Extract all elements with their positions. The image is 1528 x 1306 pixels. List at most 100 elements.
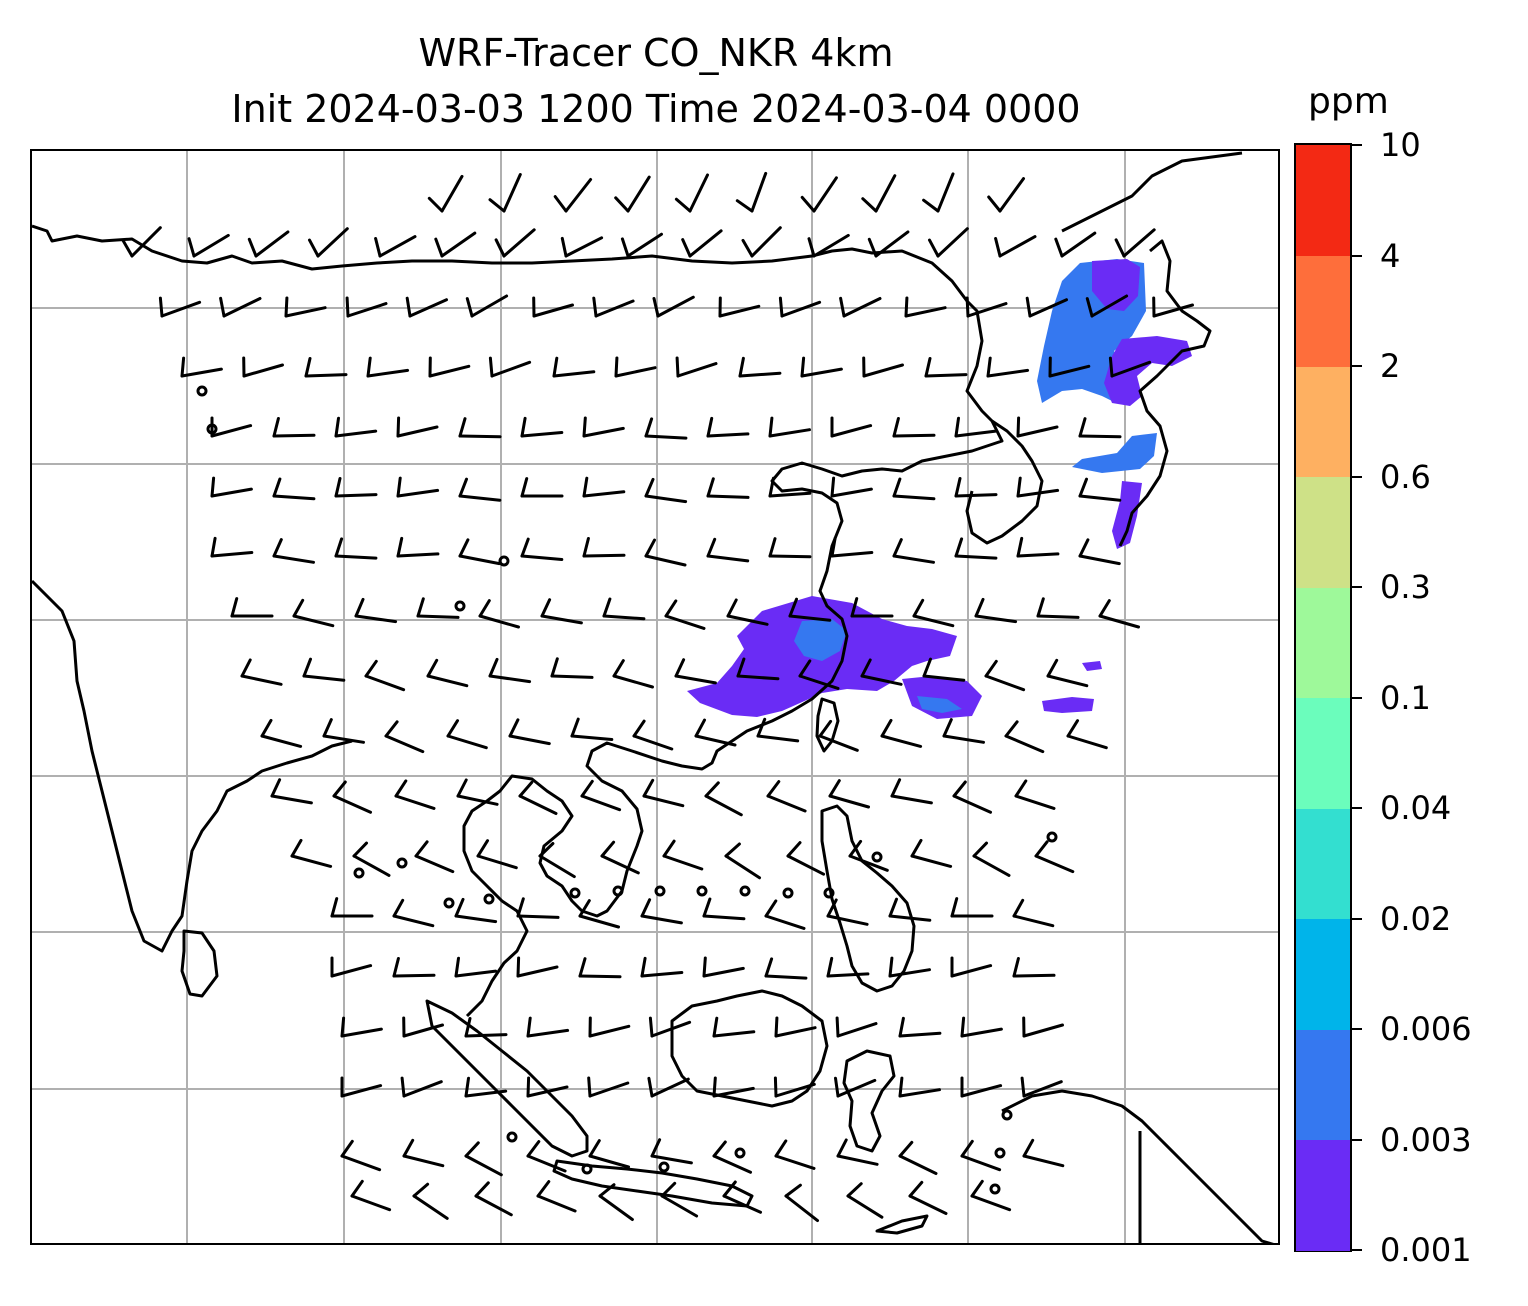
wind-barb [292,614,335,628]
wind-barb-feather [834,1076,840,1098]
wind-barb [842,297,882,318]
calm-wind-circle [569,887,581,899]
wind-barb-feather [400,1076,406,1098]
wind-barb-feather [396,416,401,438]
colorbar-tick-label: 0.6 [1380,457,1431,496]
wind-barb [650,1154,693,1165]
calm-wind-circle [581,1163,593,1175]
coastline-korea [965,419,1044,545]
wind-barb [774,1082,816,1098]
wind-barb [1098,614,1140,629]
wind-barb-feather [908,1180,924,1198]
wind-barb [366,368,410,378]
wind-barb [302,674,346,682]
plume-japan-south [1072,433,1157,473]
wind-barb-feather [892,477,902,498]
wind-barb-feather [394,779,408,798]
wind-barb [340,1154,382,1172]
wind-barb-feather [374,237,382,258]
coastline-arabia [32,224,1004,1018]
wind-barb-feather [954,477,962,498]
wind-barb [764,914,806,930]
wind-barb-feather [322,718,333,738]
wind-barb [632,734,674,751]
wind-barb [718,304,761,318]
plume-china-core [794,619,847,661]
wind-barb-feather [330,897,339,918]
wind-barb [888,968,931,978]
wind-barb [602,614,646,621]
wind-barb-feather [582,416,587,438]
colorbar-tick-label: 0.006 [1380,1010,1472,1048]
wind-barb-feather [778,296,784,318]
colorbar-tick-label: 0.001 [1380,1231,1472,1269]
wind-barb [458,494,502,502]
wind-barb-feather [904,296,909,318]
wind-barb-feather [888,897,898,918]
wind-barb [1090,294,1129,318]
wind-barb [346,302,388,318]
wind-barb-feather [270,778,282,798]
wind-barb-feather [560,236,568,258]
wind-barb [650,1020,692,1038]
wind-barb-feather [846,1182,863,1198]
wind-barb [660,1194,699,1218]
wind-barb-feather [910,838,923,858]
wind-barb [440,231,477,258]
wind-barb [736,674,780,681]
wind-barb [428,364,471,378]
wind-barb-feather [478,599,491,618]
wind-barb-feather [587,1076,592,1098]
wind-barb-feather [828,779,841,798]
wind-barb-feather [644,477,655,498]
wind-barb [1016,552,1060,558]
coastline-timor [875,1214,929,1235]
colorbar-tick-label: 0.3 [1380,568,1431,606]
wind-barb [702,914,746,921]
colorbar-tick [1352,696,1362,699]
wind-barb [1004,734,1045,754]
tracer-plumes [687,259,1192,719]
wind-barb [396,488,440,498]
wind-barb-feather [458,477,468,498]
wind-barb-feather [364,659,378,678]
wind-barb [722,1194,762,1214]
wind-barb [892,494,936,501]
wind-barb-feather [712,1076,717,1098]
wind-barb-feather [1066,719,1079,738]
wind-barb [508,734,551,746]
wind-barb [846,1194,884,1219]
wind-barb [526,1028,570,1038]
colorbar-unit-label: ppm [1308,81,1389,122]
wind-barb [414,854,455,874]
wind-barb [130,226,162,258]
wind-barb-feather [768,537,777,558]
wind-barb [712,1030,756,1038]
wind-barb [880,734,923,748]
map-panel[interactable] [30,149,1280,1245]
wind-barb-feather [526,1140,541,1158]
wind-barb-feather [952,780,967,798]
wind-barb-feather [860,658,872,678]
wind-barb [780,300,822,318]
wind-barb [502,228,536,258]
colorbar-tick [1352,365,1362,367]
wind-barb [1078,434,1122,439]
wind-barb-feather [340,1139,354,1158]
wind-barb [456,794,499,806]
wind-barb [890,794,933,805]
wind-barb-feather [158,296,164,318]
wind-barb-feather [488,356,494,378]
wind-barb [960,1084,1003,1098]
colorbar-segment [1296,587,1350,698]
wind-barb-feather [848,839,863,858]
wind-barb [826,914,869,926]
wind-barb [340,1084,383,1098]
wind-barb [564,236,604,258]
wind-barb-feather [582,537,590,558]
wind-barb [812,233,850,258]
wind-barb [478,614,520,629]
wind-barb-feather [334,537,344,558]
wind-barb-feather [412,1182,430,1198]
wind-barb-feather [888,956,894,978]
